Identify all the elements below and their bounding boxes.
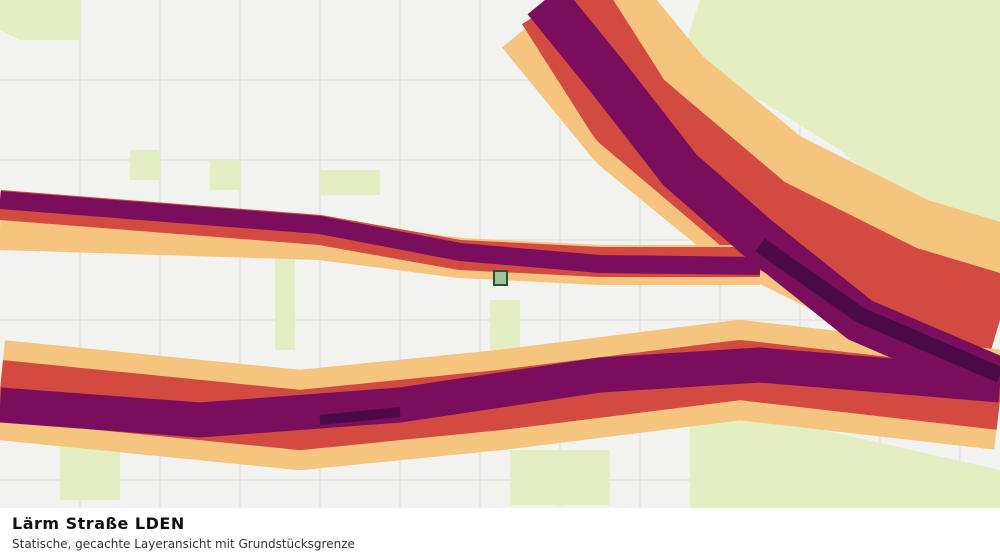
property-boundary: [493, 270, 508, 286]
map-subtitle: Statische, gecachte Layeransicht mit Gru…: [12, 537, 355, 551]
low-noise-areas: [0, 0, 1000, 508]
map-caption: Lärm Straße LDEN Statische, gecachte Lay…: [0, 508, 1000, 560]
noise-bands: [0, 0, 1000, 470]
map-title: Lärm Straße LDEN: [12, 514, 185, 533]
